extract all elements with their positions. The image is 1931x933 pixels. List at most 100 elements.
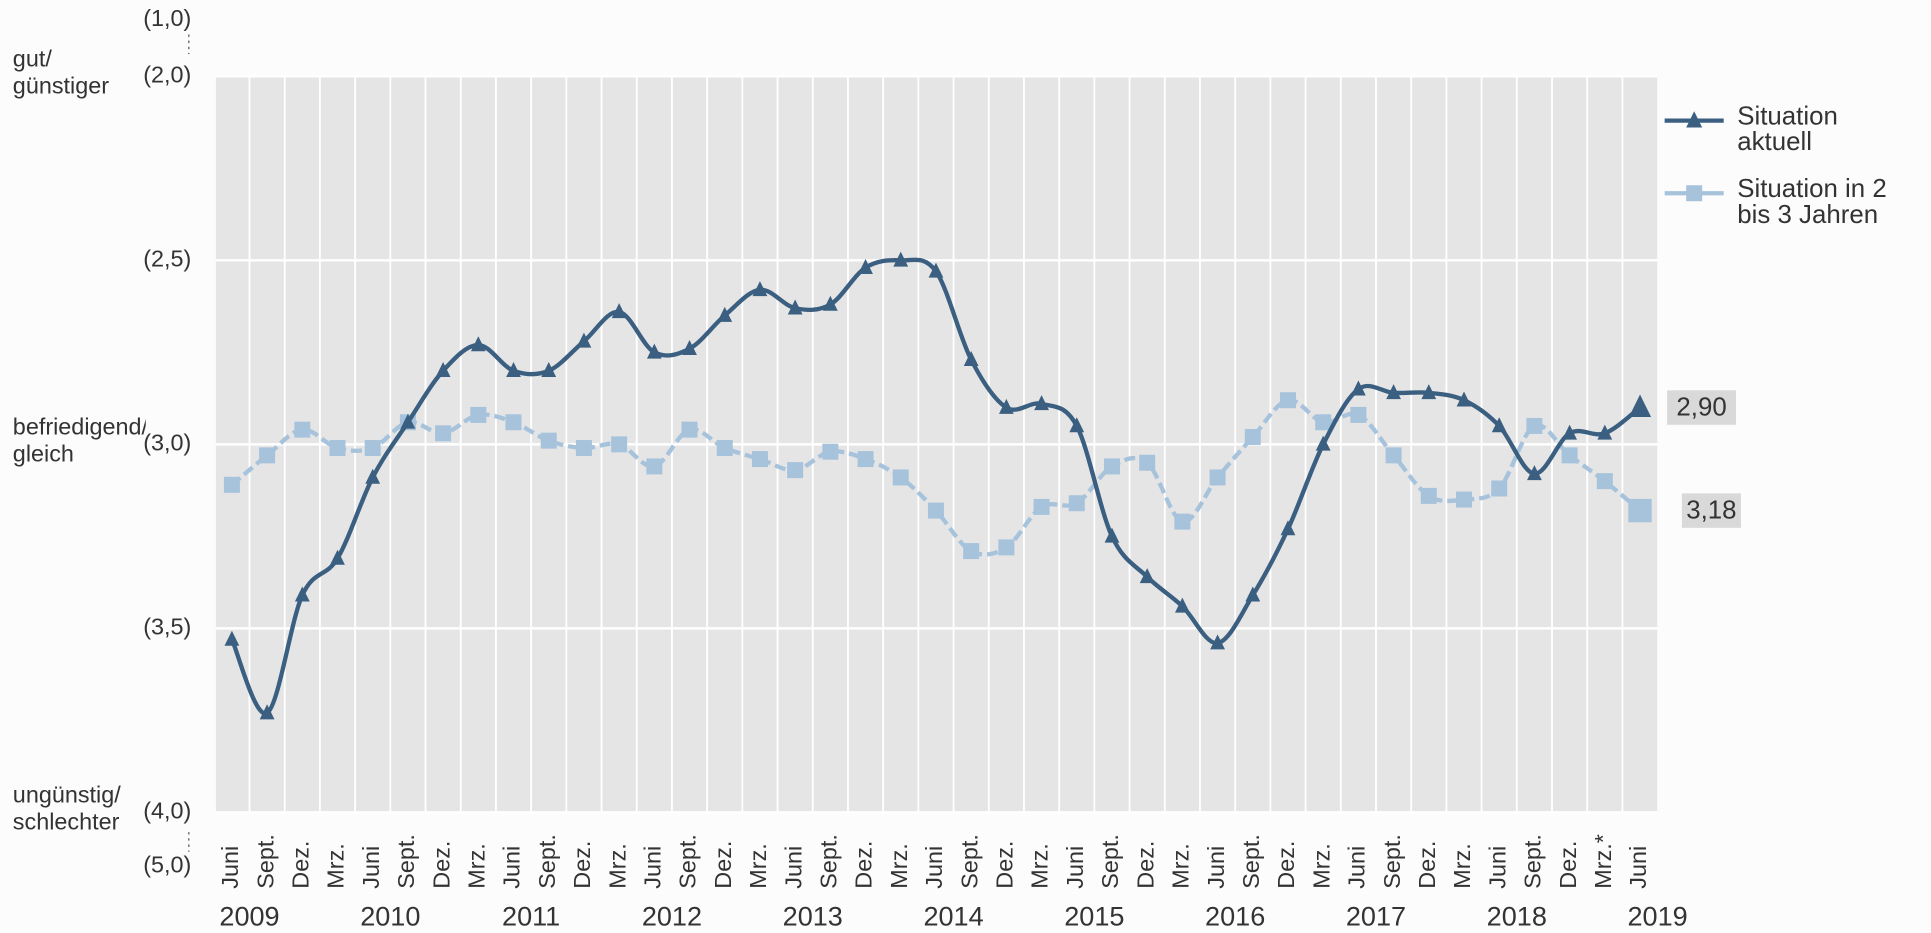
year-label: 2016 [1205,900,1265,931]
legend-label-box: Situation aktuell [1737,103,1838,157]
marker [858,258,873,275]
marker [963,543,980,560]
legend-label: Situation aktuell [1737,103,1838,157]
x-tick-label: Sept. [675,834,701,889]
y-tick-label: (4,0) [143,798,191,824]
x-tick-label: Dez. [287,841,313,889]
y-side-label: ungünstig/ schlechter [12,782,121,836]
marker [646,458,663,475]
marker [646,343,662,359]
marker [1351,380,1366,396]
marker [541,362,557,378]
x-tick-label: Juni [1625,846,1651,889]
marker [822,295,838,311]
marker [681,421,698,438]
legend-marker [1686,111,1703,128]
marker [400,413,416,429]
marker [857,451,874,468]
y-side-label-box: gut/ günstiger [12,46,110,100]
marker [1280,520,1296,536]
year-label: 2011 [502,900,560,931]
marker [1526,417,1543,434]
marker [224,630,240,646]
marker [1069,417,1085,433]
y-tick-label: (3,0) [143,430,191,456]
x-tick-label: Sept. [816,834,842,889]
x-tick-label: Dez. [1414,841,1440,889]
marker [611,436,628,453]
y-side-label: gut/ günstiger [12,46,110,100]
x-tick-label: Dez. [569,841,595,889]
marker [1596,473,1613,490]
marker [1420,487,1437,504]
x-tick-label: Dez. [992,841,1018,889]
x-tick-label: Mrz. [886,843,912,888]
y-tick-label: (5,0) [143,852,191,878]
year-label: 2013 [783,900,843,931]
marker [1491,480,1508,497]
marker [1315,435,1331,451]
x-tick-label: Juni [1062,846,1088,889]
x-tick-label: Dez. [1132,841,1158,889]
marker [1456,491,1473,508]
value-label: 2,90 [1676,394,1726,422]
x-tick-label: Mrz.* [1590,834,1616,889]
x-tick-label: Juni [358,846,384,889]
marker [1597,424,1613,440]
marker [1034,395,1049,411]
x-tick-label: Sept. [252,834,278,889]
marker [259,704,275,720]
marker [1279,392,1296,409]
x-tick-label: Mrz. [1449,843,1475,888]
marker [1209,469,1226,486]
y-tick-label: (2,0) [143,61,191,87]
marker [1456,391,1472,407]
marker [506,362,521,378]
marker [470,406,487,423]
marker [540,432,557,449]
x-tick-label: Dez. [710,841,736,889]
marker [1174,513,1191,530]
x-tick-label: Juni [1203,846,1229,889]
value-label-bg [1667,390,1737,425]
marker [1628,498,1652,523]
marker [1139,454,1156,471]
year-label: 2009 [219,900,279,931]
marker [1245,586,1261,602]
marker [329,440,346,457]
marker [892,469,909,486]
marker [751,451,768,468]
x-tick-label: Mrz. [1308,843,1334,888]
marker [822,443,839,460]
legend-marker [1686,185,1703,202]
marker [505,414,522,431]
marker [365,468,381,484]
series-line [230,398,1642,557]
x-tick-label: Juni [780,846,806,889]
x-tick-label: Sept. [534,834,560,889]
marker [893,251,909,267]
marker [787,462,804,479]
marker [1561,447,1578,464]
marker [787,299,803,315]
marker [1244,428,1261,445]
marker [364,440,381,457]
marker [611,303,627,319]
x-tick-label: Juni [640,846,666,889]
x-tick-label: Sept. [1379,834,1405,889]
legend-label: Situation in 2 bis 3 Jahren [1737,176,1887,229]
year-label: 2010 [360,900,420,931]
x-tick-label: Mrz. [745,843,771,888]
marker [294,421,311,438]
year-label: 2015 [1064,900,1124,931]
marker [1033,498,1050,515]
marker [927,502,944,519]
x-tick-label: Sept. [393,834,419,889]
marker [470,336,486,352]
x-tick-label: Mrz. [323,843,349,888]
marker [998,539,1015,556]
x-tick-label: Juni [1484,846,1510,889]
x-tick-label: Mrz. [463,843,489,888]
x-tick-label: Sept. [1520,834,1546,889]
